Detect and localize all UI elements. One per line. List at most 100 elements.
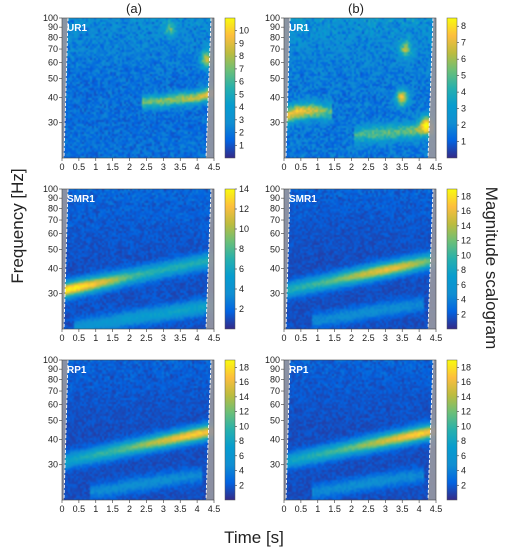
x-tick-label: 4.5 xyxy=(430,504,443,514)
panel-label: RP1 xyxy=(67,365,87,376)
x-tick-label: 2 xyxy=(349,504,354,514)
cone-of-influence-left xyxy=(284,18,290,158)
colorbar-tick-label: 4 xyxy=(239,284,244,294)
x-tick-label: 2.5 xyxy=(140,162,153,172)
x-tick-label: 4 xyxy=(417,504,422,514)
colorbar-tick-label: 6 xyxy=(239,451,244,461)
x-tick-label: 1 xyxy=(315,162,320,172)
x-tick-label: 3.5 xyxy=(396,333,409,343)
coi-boundary-right xyxy=(427,17,434,159)
colorbar-tick-label: 4 xyxy=(239,102,244,112)
y-tick-label: 40 xyxy=(270,93,280,103)
x-tick-label: 3.5 xyxy=(396,162,409,172)
x-tick-label: 0.5 xyxy=(295,162,308,172)
column-label-a: (a) xyxy=(126,1,142,16)
x-tick-label: 3.5 xyxy=(174,162,187,172)
plot-frame xyxy=(61,359,215,501)
x-tick-label: 3 xyxy=(383,504,388,514)
colorbar xyxy=(446,359,458,501)
x-tick-label: 4.5 xyxy=(208,504,221,514)
colorbar-tick-label: 2 xyxy=(461,480,466,490)
x-tick-label: 3 xyxy=(383,333,388,343)
coi-boundary-right xyxy=(427,359,434,501)
x-tick-label: 0.5 xyxy=(295,333,308,343)
colorbar-tick-label: 14 xyxy=(461,221,471,231)
y-tick-label: 70 xyxy=(48,386,58,396)
plot-frame xyxy=(283,17,437,159)
coi-boundary-right xyxy=(205,359,212,501)
panel-label: UR1 xyxy=(289,23,309,34)
x-tick-label: 1 xyxy=(93,504,98,514)
y-tick-label: 50 xyxy=(270,244,280,254)
coi-boundary-left xyxy=(63,17,69,159)
x-tick-label: 4 xyxy=(195,162,200,172)
x-tick-label: 1.5 xyxy=(106,333,119,343)
y-tick-label: 60 xyxy=(270,228,280,238)
plot-frame xyxy=(283,188,437,330)
y-tick-label: 80 xyxy=(48,203,58,213)
plot-frame xyxy=(283,359,437,501)
colorbar-tick-label: 2 xyxy=(461,120,466,130)
x-tick-label: 0.5 xyxy=(295,504,308,514)
y-tick-label: 60 xyxy=(48,228,58,238)
x-tick-label: 4.5 xyxy=(430,162,443,172)
coi-boundary-left xyxy=(63,188,69,330)
cone-of-influence-right xyxy=(206,189,214,329)
colorbar-tick-label: 2 xyxy=(239,480,244,490)
colorbar-tick-label: 7 xyxy=(461,38,466,48)
x-tick-label: 0 xyxy=(281,333,286,343)
colorbar-tick-label: 3 xyxy=(461,104,466,114)
heatmap-image xyxy=(284,18,436,158)
y-tick-label: 30 xyxy=(270,460,280,470)
x-tick-label: 2.5 xyxy=(362,333,375,343)
x-tick-label: 4.5 xyxy=(430,333,443,343)
y-tick-label: 90 xyxy=(48,193,58,203)
x-tick-label: 3 xyxy=(383,162,388,172)
x-tick-label: 2 xyxy=(349,162,354,172)
y-tick-label: 70 xyxy=(48,215,58,225)
x-tick-label: 3 xyxy=(161,333,166,343)
x-tick-label: 3.5 xyxy=(174,333,187,343)
colorbar-tick-label: 14 xyxy=(239,184,249,194)
y-tick-label: 80 xyxy=(270,32,280,42)
y-tick-label: 100 xyxy=(265,184,280,194)
y-tick-label: 70 xyxy=(270,386,280,396)
x-tick-label: 2 xyxy=(349,333,354,343)
plot-frame xyxy=(61,188,215,330)
y-tick-label: 100 xyxy=(265,13,280,23)
cone-of-influence-right xyxy=(206,18,214,158)
x-tick-label: 2.5 xyxy=(140,504,153,514)
colorbar-tick-label: 7 xyxy=(239,64,244,74)
x-tick-label: 0 xyxy=(281,162,286,172)
colorbar-tick-label: 4 xyxy=(239,466,244,476)
colorbar-tick-label: 8 xyxy=(461,436,466,446)
colorbar-tick-label: 10 xyxy=(461,250,471,260)
cone-of-influence-right xyxy=(428,189,436,329)
y-tick-label: 70 xyxy=(270,44,280,54)
cone-of-influence-right xyxy=(428,18,436,158)
y-tick-label: 90 xyxy=(270,364,280,374)
x-tick-label: 2 xyxy=(127,504,132,514)
colorbar-tick-label: 9 xyxy=(239,38,244,48)
y-tick-label: 70 xyxy=(48,44,58,54)
colorbar-title: Magnitude scalogram xyxy=(482,187,501,350)
y-tick-label: 60 xyxy=(270,57,280,67)
colorbar-tick-label: 6 xyxy=(461,451,466,461)
y-tick-label: 100 xyxy=(43,355,58,365)
heatmap-image xyxy=(284,189,436,329)
y-tick-label: 60 xyxy=(48,57,58,67)
colorbar-tick-label: 2 xyxy=(239,128,244,138)
colorbar-tick-label: 3 xyxy=(239,115,244,125)
colorbar xyxy=(224,188,236,330)
colorbar-tick-label: 6 xyxy=(239,77,244,87)
y-tick-label: 30 xyxy=(270,289,280,299)
x-tick-label: 0.5 xyxy=(73,504,86,514)
y-tick-label: 40 xyxy=(48,264,58,274)
x-tick-label: 3.5 xyxy=(396,504,409,514)
colorbar-tick-label: 18 xyxy=(461,362,471,372)
x-tick-label: 4 xyxy=(417,333,422,343)
x-tick-label: 2 xyxy=(127,333,132,343)
